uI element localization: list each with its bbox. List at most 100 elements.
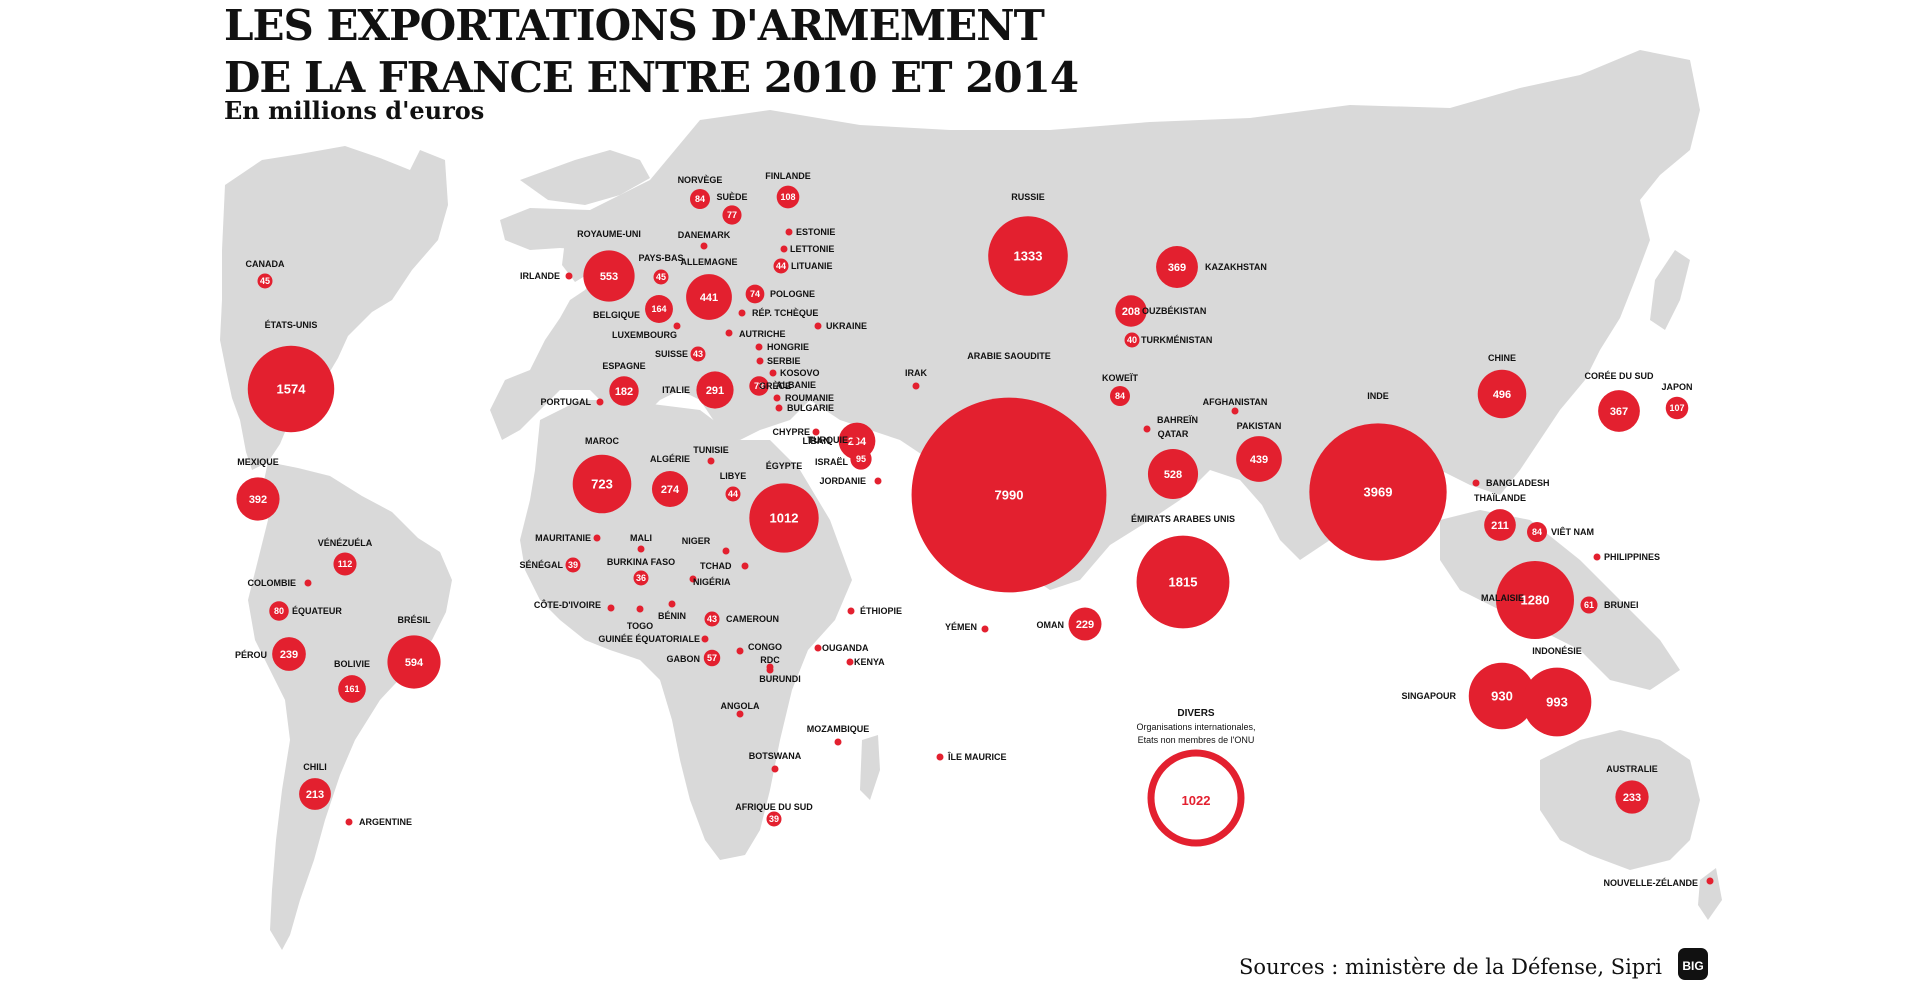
bubble-bolivie [338, 675, 366, 703]
bubble-pays-bas [653, 269, 669, 285]
value-emirats-arabes-unis: 1815 [1169, 575, 1198, 590]
value-kazakhstan: 369 [1168, 262, 1186, 274]
bubble-finlande [776, 185, 800, 209]
bubble-botswana [771, 765, 779, 773]
label-israel: ISRAËL [815, 457, 849, 467]
bubble-pakistan [1236, 436, 1282, 482]
bubble-togo [636, 605, 644, 613]
value-coree-du-sud: 367 [1610, 406, 1628, 418]
label-botswana: BOTSWANA [749, 751, 802, 761]
landmass-madagascar [860, 735, 880, 800]
bubble-yemen [981, 625, 989, 633]
label-togo: TOGO [627, 621, 653, 631]
bubble-burundi [766, 666, 774, 674]
label-maroc: MAROC [585, 436, 619, 446]
bubble-mozambique [834, 738, 842, 746]
value-afrique-du-sud: 39 [769, 814, 779, 824]
label-rdc: RDC [760, 655, 780, 665]
label-arabie-saoudite: ARABIE SAOUDITE [967, 351, 1051, 361]
label-grece: GRÈCE [759, 381, 791, 391]
value-algerie: 274 [661, 484, 680, 496]
label-egypte: ÉGYPTE [766, 461, 803, 471]
label-inde: INDE [1367, 391, 1389, 401]
landmass-new-zealand [1698, 868, 1722, 920]
value-australie: 233 [1623, 792, 1641, 804]
value-qatar: 528 [1164, 469, 1182, 481]
label-mali: MALI [630, 533, 652, 543]
label-jordanie: JORDANIE [819, 476, 866, 486]
bubble-irak [912, 382, 920, 390]
label-italie: ITALIE [662, 385, 690, 395]
label-bahrein: BAHREÏN [1157, 415, 1198, 425]
label-kosovo: KOSOVO [780, 368, 820, 378]
label-russie: RUSSIE [1011, 192, 1045, 202]
label-bolivie: BOLIVIE [334, 659, 370, 669]
label-ukraine: UKRAINE [826, 321, 867, 331]
landmass-eurasia [490, 50, 1700, 590]
bubble-guinee-equatoriale [701, 635, 709, 643]
bubble-bresil [387, 635, 441, 689]
label-roumanie: ROUMANIE [785, 393, 834, 403]
label-suede: SUÈDE [716, 192, 747, 202]
value-brunei: 61 [1584, 600, 1594, 610]
bubble-etats-unis [247, 345, 335, 433]
label-pologne: POLOGNE [770, 289, 815, 299]
landmass-japan [1650, 250, 1690, 330]
bubble-perou [272, 637, 306, 671]
value-mexique: 392 [249, 494, 267, 506]
value-senegal: 39 [568, 560, 578, 570]
bubble-japon [1665, 396, 1689, 420]
landmass-south-america [248, 462, 452, 950]
label-afghanistan: AFGHANISTAN [1203, 397, 1268, 407]
bubble-niger [722, 547, 730, 555]
value-japon: 107 [1669, 403, 1684, 413]
bubble-koweit [1110, 386, 1130, 406]
label-congo: CONGO [748, 642, 782, 652]
label-ouganda: OUGANDA [822, 643, 869, 653]
label-angola: ANGOLA [721, 701, 760, 711]
chart-subtitle: En millions d'euros [224, 96, 485, 125]
label-philippines: PHILIPPINES [1604, 552, 1660, 562]
label-lettonie: LETTONIE [790, 244, 834, 254]
label-mauritanie: MAURITANIE [535, 533, 591, 543]
label-algerie: ALGÉRIE [650, 454, 690, 464]
bubble-belgique [645, 295, 673, 323]
bubble-gabon [703, 649, 721, 667]
label-ouzbekistan: OUZBÉKISTAN [1142, 306, 1206, 316]
bubble-luxembourg [673, 322, 681, 330]
label-burkina-faso: BURKINA FASO [607, 557, 675, 567]
big-logo: BIG [1678, 948, 1708, 980]
bubble-ukraine [814, 322, 822, 330]
value-allemagne: 441 [700, 292, 718, 304]
value-malaisie: 1280 [1521, 593, 1550, 608]
bubble-liban [851, 437, 859, 445]
bubble-bahrein [1143, 425, 1151, 433]
label-guinee-equatoriale: GUINÉE ÉQUATORIALE [598, 634, 700, 644]
bubble-ethiopie [847, 607, 855, 615]
bubble-serbie [756, 357, 764, 365]
logo-badge [1678, 948, 1708, 980]
value-etats-unis: 1574 [277, 382, 307, 397]
chart-title: LES EXPORTATIONS D'ARMEMENT DE LA FRANCE… [224, 0, 1079, 104]
label-malaisie: MALAISIE [1481, 593, 1524, 603]
bubble-ile-maurice [936, 753, 944, 761]
title-line-1: LES EXPORTATIONS D'ARMEMENT [224, 1, 1045, 50]
bubble-tunisie [707, 457, 715, 465]
value-equateur: 80 [274, 606, 284, 616]
bubble-coree-du-sud [1598, 390, 1640, 432]
label-liban: LIBAN [803, 436, 831, 446]
bubble-bulgarie [775, 404, 783, 412]
bubble-rep-tcheque [738, 309, 746, 317]
bubble-norvege [690, 189, 710, 209]
bubble-australie [1615, 780, 1649, 814]
value-israel: 95 [856, 454, 866, 464]
bubble-arabie-saoudite [911, 397, 1107, 593]
value-belgique: 164 [651, 304, 666, 314]
value-norvege: 84 [695, 194, 705, 204]
value-inde: 3969 [1364, 485, 1393, 500]
bubble-ouzbekistan [1115, 295, 1147, 327]
value-arabie-saoudite: 7990 [995, 488, 1024, 503]
bubble-autriche [725, 329, 733, 337]
label-cote-d-ivoire: CÔTE-D'IVOIRE [534, 599, 601, 610]
bubble-allemagne [686, 274, 732, 320]
